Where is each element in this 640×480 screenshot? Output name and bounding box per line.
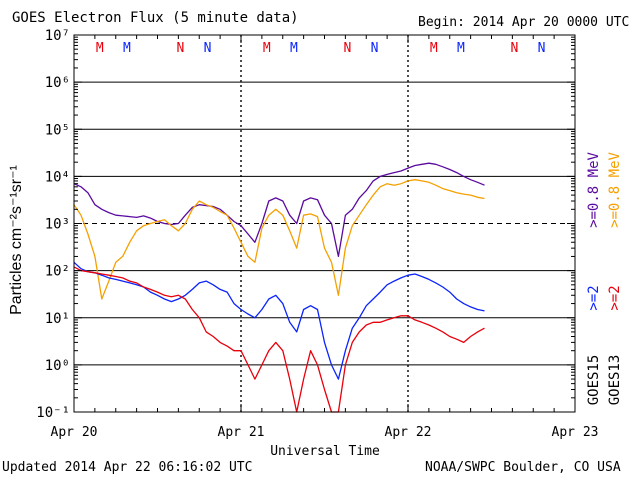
annotation-label: N bbox=[177, 41, 185, 56]
y-tick-label: 10⁵ bbox=[45, 122, 70, 138]
series-line-2 bbox=[73, 261, 485, 380]
y-tick-label: 10¹ bbox=[45, 311, 70, 327]
x-tick-label: Apr 22 bbox=[385, 425, 432, 440]
series-line-3 bbox=[73, 266, 485, 413]
y-tick-label: 10³ bbox=[45, 217, 70, 233]
series-line-1 bbox=[73, 179, 485, 300]
annotation-label: M bbox=[290, 41, 298, 56]
legend-label: GOES13 bbox=[607, 355, 623, 406]
legend-label: >=2 bbox=[607, 285, 623, 310]
begin-label: Begin: 2014 Apr 20 0000 UTC bbox=[418, 15, 630, 30]
annotation-label: N bbox=[344, 41, 352, 56]
legend-label: GOES15 bbox=[586, 355, 602, 406]
annotation-label: M bbox=[263, 41, 271, 56]
legend-label: >=0.8 MeV bbox=[586, 152, 602, 228]
series-lines bbox=[73, 162, 485, 413]
axis-ticks bbox=[73, 35, 576, 413]
y-tick-label: 10⁴ bbox=[45, 169, 70, 185]
annotation-label: M bbox=[123, 41, 131, 56]
annotation-label: N bbox=[538, 41, 546, 56]
y-axis-title: Particles cm⁻²s⁻¹sr⁻¹ bbox=[8, 165, 25, 315]
x-tick-label: Apr 20 bbox=[51, 425, 98, 440]
x-axis-title: Universal Time bbox=[270, 444, 380, 459]
annotation-label: M bbox=[457, 41, 465, 56]
y-tick-label: 10² bbox=[45, 264, 70, 280]
y-tick-label: 10⁻¹ bbox=[36, 405, 70, 421]
axis-tick-labels: 10⁻¹ 10⁰ 10¹ 10² 10³ 10⁴ 10⁵ 10⁶ 10⁷ Apr 20 Apr 21… bbox=[36, 28, 598, 440]
annotation-label: M bbox=[430, 41, 438, 56]
series-line-0 bbox=[73, 162, 485, 258]
annotation-label: N bbox=[204, 41, 212, 56]
updated-timestamp: Updated 2014 Apr 22 06:16:02 UTC bbox=[2, 460, 253, 475]
source-label: NOAA/SWPC Boulder, CO USA bbox=[425, 460, 621, 475]
legend-label: >=0.8 MeV bbox=[607, 152, 623, 228]
grid-lines bbox=[74, 35, 575, 412]
legend-label: >=2 bbox=[586, 285, 602, 310]
annotation-label: N bbox=[371, 41, 379, 56]
annotation-label: N bbox=[511, 41, 519, 56]
right-legend-labels: >=0.8 MeV >=0.8 MeV >=2 >=2 GOES15 GOES13 bbox=[586, 152, 623, 406]
x-tick-label: Apr 23 bbox=[552, 425, 599, 440]
y-tick-label: 10⁷ bbox=[45, 28, 70, 44]
x-tick-label: Apr 21 bbox=[218, 425, 265, 440]
y-tick-label: 10⁶ bbox=[45, 75, 70, 91]
chart-title: GOES Electron Flux (5 minute data) bbox=[12, 10, 299, 26]
annotation-label: M bbox=[96, 41, 104, 56]
y-tick-label: 10⁰ bbox=[45, 358, 70, 374]
